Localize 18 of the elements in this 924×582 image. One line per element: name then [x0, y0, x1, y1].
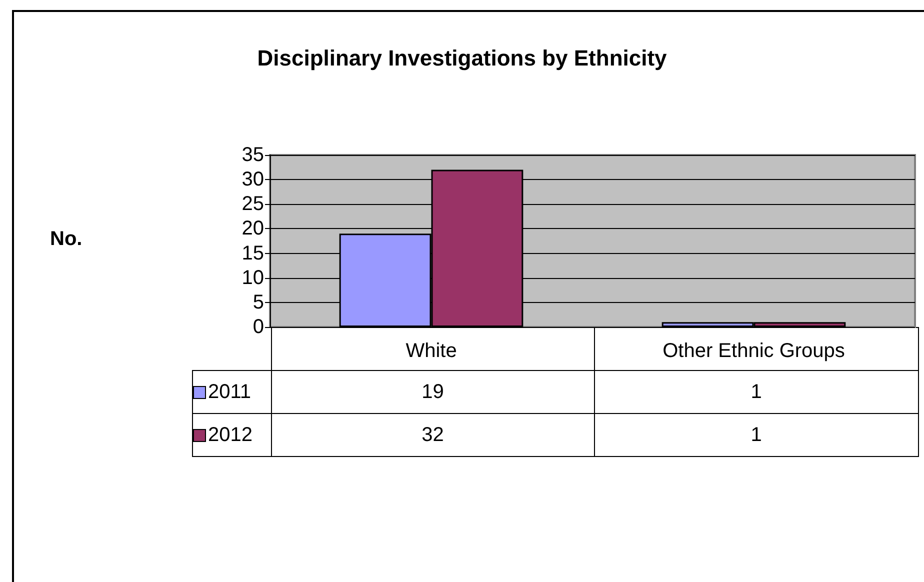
legend-label: 2012 — [192, 414, 271, 456]
text: No. — [50, 228, 82, 251]
legend-label: 2011 — [192, 370, 271, 414]
y-tick-label: 25 — [242, 193, 264, 216]
chart-title: Disciplinary Investigations by Ethnicity — [257, 46, 668, 70]
x-tick-label: White — [406, 340, 457, 362]
y-tick-label: 0 — [252, 316, 264, 338]
data-label: 1 — [594, 414, 918, 456]
y-tick-label: 15 — [242, 242, 264, 264]
data-label: 1 — [594, 370, 918, 414]
data-label: 19 — [271, 370, 594, 414]
y-tick-label: 30 — [242, 168, 264, 191]
y-tick-label: 10 — [242, 266, 264, 289]
y-tick-label: 35 — [242, 144, 264, 166]
x-tick-label: Other Ethnic Groups — [662, 340, 845, 362]
y-tick-label: 5 — [252, 291, 264, 314]
y-tick-label: 20 — [242, 218, 264, 240]
data-label: 32 — [271, 414, 594, 456]
